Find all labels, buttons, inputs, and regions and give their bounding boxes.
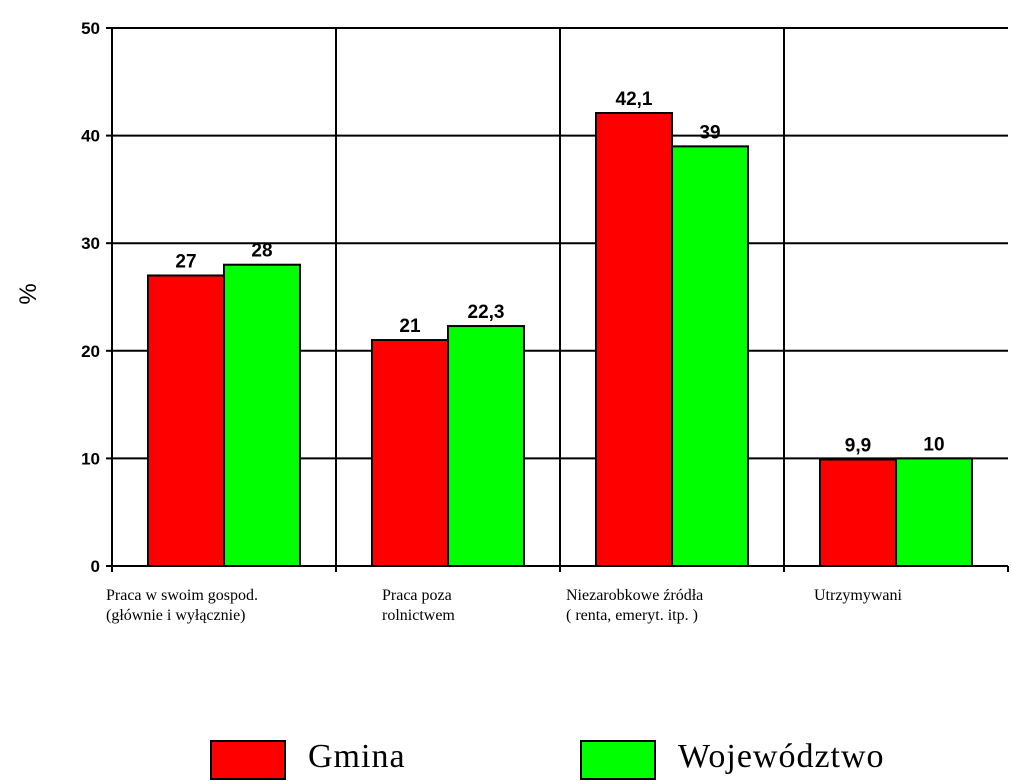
x-category-label: Praca poza rolnictwem bbox=[382, 587, 455, 624]
y-tick-label: 30 bbox=[81, 234, 100, 253]
y-tick-label: 40 bbox=[81, 127, 100, 146]
y-tick-label: 50 bbox=[81, 19, 100, 38]
bars bbox=[147, 112, 973, 568]
y-axis-label: % bbox=[15, 283, 42, 304]
legend-swatch-wojewodztwo bbox=[580, 740, 656, 780]
y-tick-label: 0 bbox=[91, 557, 100, 576]
bar-value-label: 10 bbox=[923, 434, 944, 455]
bar bbox=[895, 457, 973, 567]
axes: 0 10 20 30 40 50 bbox=[81, 19, 1009, 576]
x-category-label: Utrzymywani bbox=[814, 587, 902, 604]
bar bbox=[447, 325, 525, 567]
legend: Gmina Województwo bbox=[210, 738, 990, 780]
legend-label-wojewodztwo: Województwo bbox=[678, 738, 885, 775]
bar-value-label: 22,3 bbox=[468, 302, 505, 323]
bar bbox=[147, 274, 225, 567]
bar bbox=[371, 339, 449, 568]
bar-value-label: 39 bbox=[699, 122, 720, 143]
x-category-label: Praca w swoim gospod. (głównie i wyłączn… bbox=[106, 587, 258, 624]
bar-value-label: 42,1 bbox=[616, 89, 653, 110]
bar-chart: 0 10 20 30 40 50 27 21 42,1 9,9 28 22,3 39 10 % bbox=[15, 19, 1009, 576]
bar-value-label: 21 bbox=[399, 316, 421, 337]
bar bbox=[671, 145, 749, 568]
bar bbox=[595, 112, 673, 567]
bar-value-label: 9,9 bbox=[845, 435, 871, 456]
legend-label-gmina: Gmina bbox=[308, 738, 406, 775]
bar-value-label: 28 bbox=[251, 241, 272, 262]
y-tick-label: 20 bbox=[81, 342, 100, 361]
data-labels: 27 21 42,1 9,9 28 22,3 39 10 bbox=[175, 89, 944, 456]
bar bbox=[223, 263, 301, 567]
bar-value-label: 27 bbox=[175, 251, 196, 272]
x-category-label: Niezarobkowe źródła ( renta, emeryt. itp… bbox=[566, 587, 704, 624]
legend-swatch-gmina bbox=[210, 740, 286, 780]
bar bbox=[819, 458, 897, 568]
y-tick-label: 10 bbox=[81, 449, 100, 468]
